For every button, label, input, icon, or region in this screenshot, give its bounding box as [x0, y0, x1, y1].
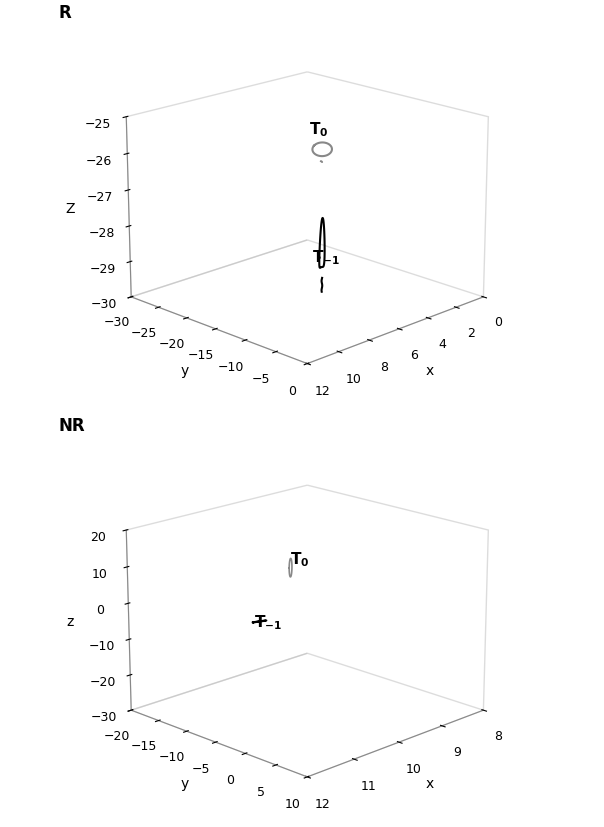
X-axis label: x: x — [426, 363, 434, 377]
Text: NR: NR — [59, 417, 85, 435]
Text: R: R — [59, 4, 71, 22]
Y-axis label: y: y — [181, 776, 189, 790]
Y-axis label: y: y — [181, 363, 189, 377]
X-axis label: x: x — [426, 776, 434, 790]
